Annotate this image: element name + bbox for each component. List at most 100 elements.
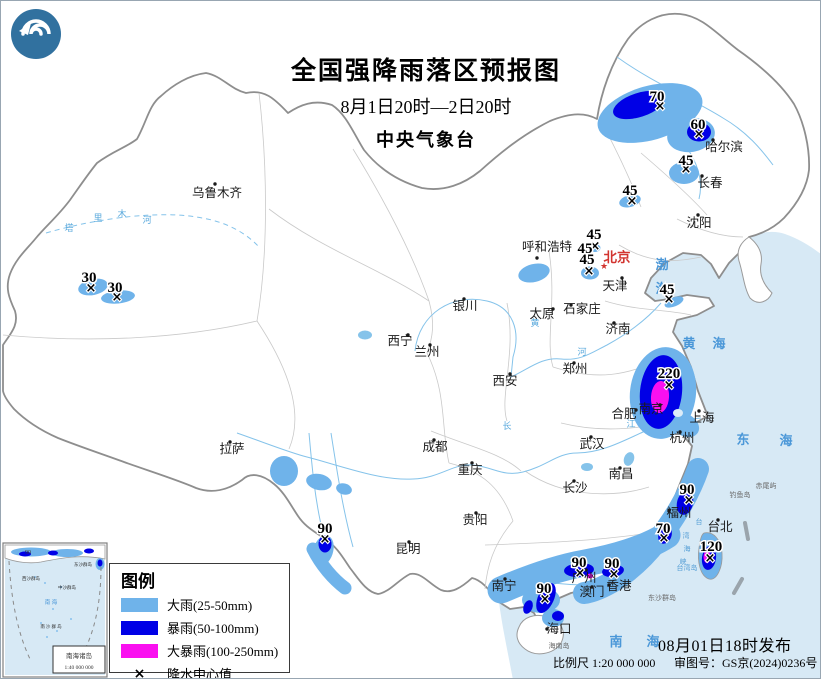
city-label: 杭州: [669, 430, 694, 445]
city-label: 南昌: [608, 466, 633, 481]
rain-center-marker-icon: ×: [590, 239, 601, 254]
korea-peninsula: [737, 236, 773, 303]
heavy-rain-swatch: [121, 597, 158, 612]
rain-center-marker-icon: ×: [86, 281, 97, 296]
city-label: 南宁: [491, 578, 516, 593]
city-label: 沈阳: [686, 215, 711, 230]
rain-center-values: ×30×30×70×60×45×45×4545×45×45×220×90×70×…: [80, 88, 724, 609]
city-dot: [590, 585, 594, 589]
rain-center-value: 45: [580, 252, 595, 268]
rain-center-value: 90: [572, 555, 587, 571]
city-label: 成都: [422, 440, 448, 454]
city-label: 广州: [571, 571, 596, 585]
rain-center-marker-icon: ×: [112, 290, 123, 305]
city-dot: [508, 372, 512, 376]
city-dot: [228, 440, 232, 444]
inset-label: 东沙群岛: [74, 561, 92, 568]
rainstorm-swatch: [121, 620, 158, 635]
city-markers: 乌鲁木齐呼和浩特 ★北京天津 沈阳 长春 哈尔滨石家庄太原济南 银川西宁兰州西安 郑州合肥南…: [192, 138, 743, 636]
city-dot: [545, 627, 549, 631]
city-label: 银川: [452, 299, 477, 313]
rain-center-value: 70: [656, 521, 671, 537]
river-name-label: 江: [626, 419, 635, 429]
city-dot: [700, 174, 704, 178]
dongting-lake: [581, 463, 593, 471]
river-name-label: 黄: [530, 317, 539, 328]
sea-name-label: 海: [712, 336, 725, 351]
rain-center-value: 90: [537, 581, 552, 597]
legend-item-rainstorm: 暴雨(50-100mm): [121, 617, 289, 638]
inset-label: 西沙群岛: [22, 575, 40, 582]
city-label: 上海: [689, 410, 715, 425]
map-title-block: 全国强降雨落区预报图 8月1日20时—2日20时 中央气象台: [291, 51, 561, 152]
city-label: 西安: [492, 373, 517, 388]
sea-area: [499, 231, 820, 678]
capital-label: 北京: [604, 249, 631, 265]
south-china-sea-inset: [2, 542, 108, 678]
sea-name-label: 海: [779, 433, 792, 448]
city-label: 澳门: [579, 584, 604, 599]
ryukyu-island-marks: [732, 521, 750, 595]
rain-center-marker-icon: ×: [684, 493, 695, 508]
legend-item-rain-center: × 降水中心值: [121, 663, 289, 679]
map-title: 全国强降雨落区预报图: [290, 58, 562, 85]
rain-center-marker-icon: ×: [584, 264, 595, 279]
island-name-label: 台: [696, 517, 703, 526]
sea-name-label: 海: [646, 634, 659, 649]
legend-item-label: 大雨(25-50mm): [167, 598, 253, 613]
issue-time: 08月01日18时发布: [658, 638, 792, 655]
rain-center-value: 45: [679, 153, 694, 169]
city-dot: [678, 430, 682, 434]
legend-item-label: 大暴雨(100-250mm): [167, 644, 279, 659]
rain-center-value: 90: [318, 521, 333, 537]
city-label: 济南: [605, 321, 630, 336]
legend-item-heavy-rain: 大雨(25-50mm): [121, 594, 289, 615]
rain-center-marker-icon: ×: [133, 665, 146, 679]
heavy-rainstorm-zone: [586, 381, 711, 579]
city-label: 长沙: [562, 481, 588, 495]
city-dot: [667, 509, 671, 513]
river-name-label: 河: [577, 346, 586, 357]
legend-box: 图例 大雨(25-50mm) 暴雨(50-100mm) 大暴雨(100-250m…: [109, 563, 290, 678]
map-valid-period: 8月1日20时—2日20时: [340, 97, 512, 117]
rain-center-value: 120: [700, 539, 723, 555]
river-name-label: 河: [142, 214, 151, 225]
cma-logo-icon: [11, 9, 61, 59]
city-label: 海口: [546, 621, 571, 636]
city-label: 乌鲁木齐: [192, 185, 243, 200]
city-dot: [716, 518, 720, 522]
city-dot: [589, 435, 593, 439]
inset-label: 南海诸岛: [66, 651, 92, 660]
inset-label: 南 沙 群 岛: [40, 623, 62, 630]
heavy-rainstorm-swatch: [121, 643, 158, 658]
inset-label: 1:40 000 000: [64, 665, 93, 671]
city-dot: [696, 213, 700, 217]
rain-center-value: 45: [578, 241, 593, 257]
qinghai-lake: [358, 330, 372, 340]
city-label: 兰州: [414, 345, 439, 359]
rain-center-marker-icon: ×: [659, 531, 670, 546]
rain-center-value: 30: [108, 280, 123, 296]
rain-center-value: 90: [605, 556, 620, 572]
rain-center-value: 45: [660, 282, 675, 298]
city-dot: [432, 438, 436, 442]
city-dot: [406, 333, 410, 337]
rainfall-areas: [78, 83, 717, 627]
city-dot: [213, 182, 217, 186]
issuing-agency: 中央气象台: [375, 130, 476, 150]
city-label: 合肥: [611, 406, 637, 421]
legend-item-label: 降水中心值: [167, 667, 233, 679]
city-label: 武汉: [579, 437, 605, 451]
rainstorm-zone: [318, 90, 717, 621]
tai-lake: [673, 409, 683, 417]
city-label: 贵阳: [462, 513, 487, 527]
river-name-label: 木: [117, 208, 126, 219]
city-dot: [535, 256, 539, 260]
rain-center-value: 60: [691, 117, 706, 133]
sea-name-label: 海: [655, 281, 668, 296]
island-name-label: 海: [684, 544, 691, 553]
island-name-label: 湾: [683, 531, 690, 540]
